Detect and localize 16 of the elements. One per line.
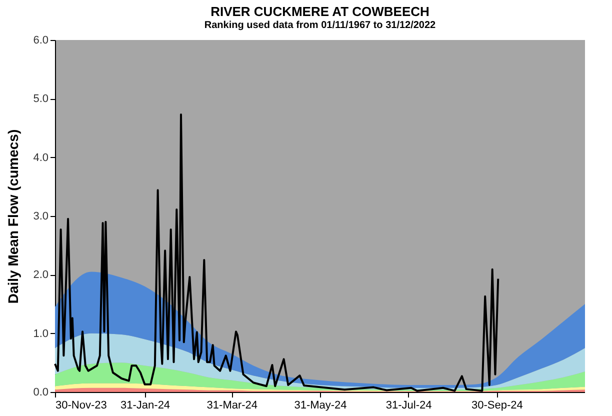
y-tick-label: 4.0 [33,152,48,164]
y-tick-label: 6.0 [33,34,48,46]
y-tick-label: 3.0 [33,210,48,222]
y-tick-label: 5.0 [33,93,48,106]
x-tick-label: 31-Mar-24 [206,400,258,412]
y-tick-label: 1.0 [33,328,48,340]
x-tick-label: 31-Jul-24 [386,400,432,412]
chart-subtitle: Ranking used data from 01/11/1967 to 31/12/2022 [204,20,436,31]
x-tick-label: 30-Sep-24 [471,400,523,412]
y-axis-title: Daily Mean Flow (cumecs) [5,129,22,304]
y-tick-label: 0.0 [33,386,48,398]
y-tick-label: 2.0 [33,269,48,282]
x-tick-label: 31-Jan-24 [120,400,170,412]
x-tick-label: 31-May-24 [294,400,347,412]
chart-title: RIVER CUCKMERE AT COWBEECH [210,4,430,19]
x-tick-label: 30-Nov-23 [56,400,107,412]
